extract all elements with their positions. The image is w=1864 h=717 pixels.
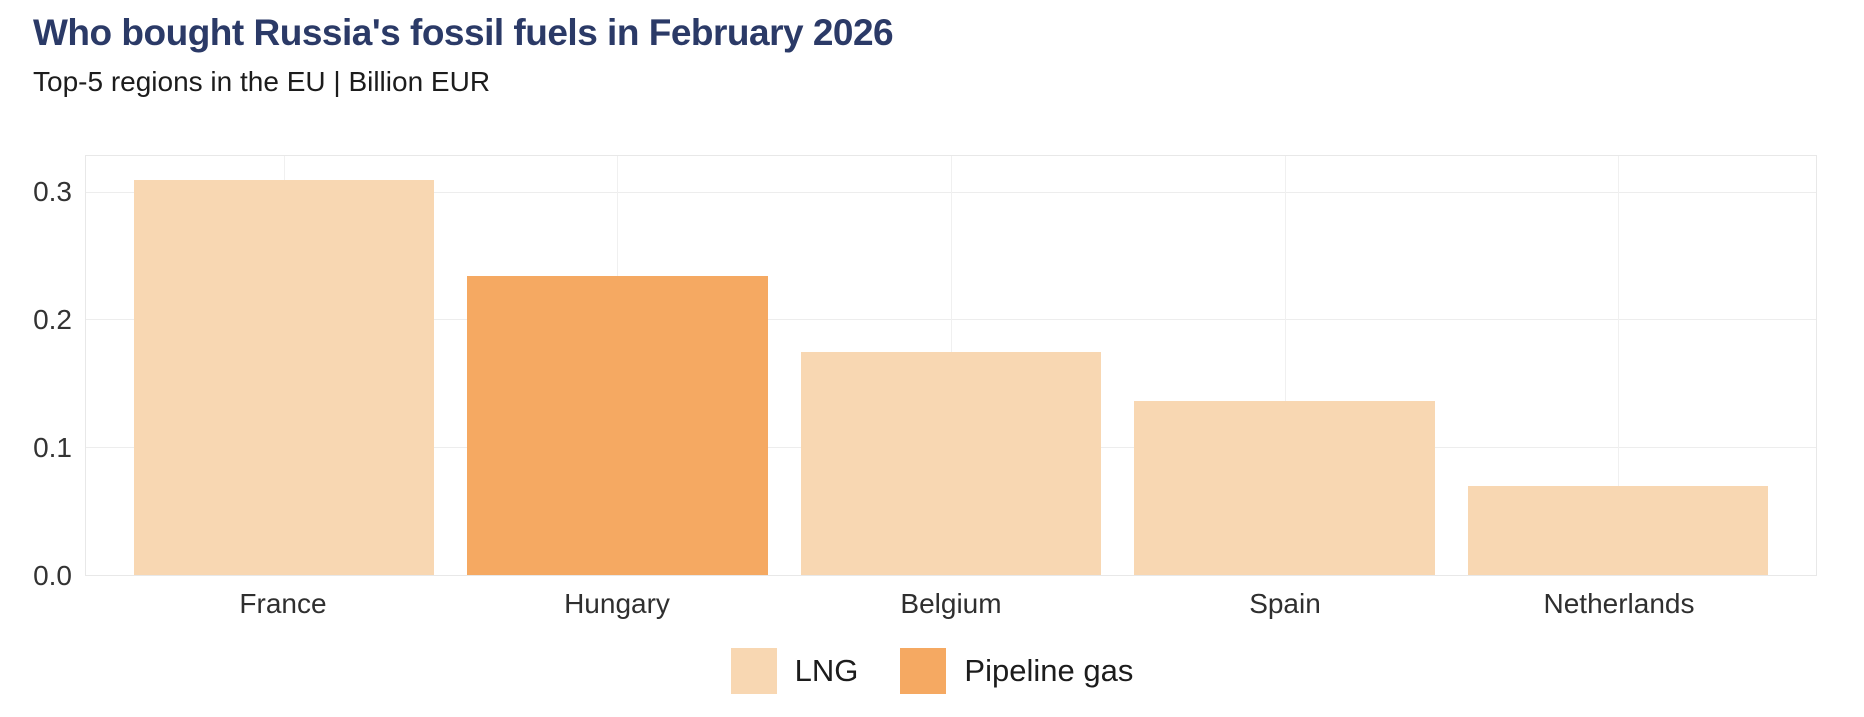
legend: LNG Pipeline gas — [0, 648, 1864, 694]
y-tick-label-0.0: 0.0 — [33, 560, 72, 591]
bar-slot-belgium — [784, 156, 1118, 575]
y-tick-label-0.1: 0.1 — [33, 432, 72, 464]
bar-netherlands — [1468, 485, 1769, 575]
y-axis: 0.0 0.1 0.2 0.3 — [0, 155, 72, 591]
x-label-netherlands: Netherlands — [1543, 588, 1695, 619]
bar-slot-hungary — [451, 156, 785, 575]
bar-hungary — [467, 275, 768, 575]
v-gridline-spain — [1284, 156, 1286, 575]
legend-label-pipeline-gas: Pipeline gas — [964, 653, 1134, 688]
x-label-spain: Spain — [1249, 588, 1321, 619]
x-axis: France Hungary Belgium Spain Netherlands — [85, 588, 1817, 620]
chart-title: Who bought Russia's fossil fuels in Febr… — [33, 12, 894, 53]
bar-slot-spain — [1118, 156, 1452, 575]
legend-item-lng: LNG — [730, 648, 859, 694]
chart-subtitle: Top-5 regions in the EU | Billion EUR — [33, 66, 491, 97]
bar-france — [133, 180, 434, 575]
legend-swatch-lng — [730, 648, 777, 694]
bar-spain — [1134, 400, 1435, 575]
x-label-belgium: Belgium — [900, 588, 1002, 619]
x-label-france: France — [239, 588, 327, 619]
bars-row — [86, 156, 1816, 575]
plot-area — [85, 155, 1817, 576]
legend-swatch-pipeline-gas — [900, 648, 947, 694]
bar-slot-netherlands — [1451, 156, 1785, 575]
legend-label-lng: LNG — [794, 653, 859, 688]
bar-slot-france — [117, 156, 451, 575]
y-tick-label-0.2: 0.2 — [33, 304, 72, 336]
x-label-hungary: Hungary — [564, 588, 670, 619]
v-gridline-netherlands — [1618, 156, 1620, 575]
legend-item-pipeline-gas: Pipeline gas — [900, 648, 1133, 694]
bar-belgium — [800, 352, 1102, 575]
y-tick-label-0.3: 0.3 — [33, 176, 72, 208]
